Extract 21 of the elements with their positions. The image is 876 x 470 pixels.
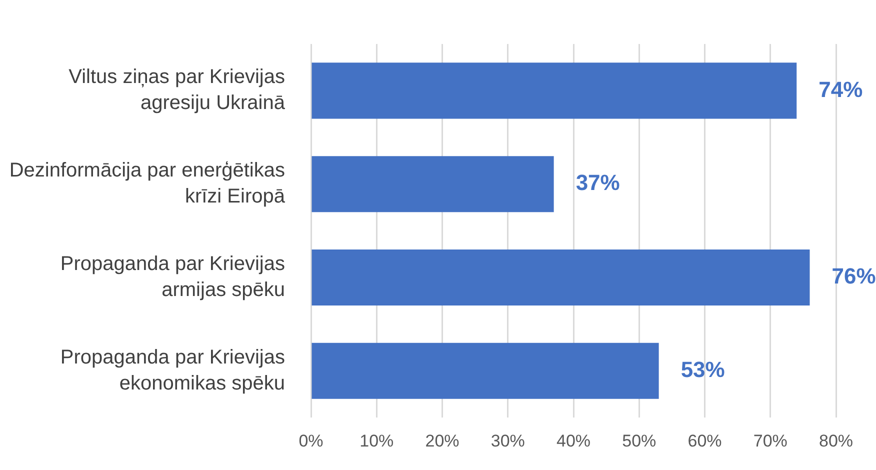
x-tick-label: 40% xyxy=(556,431,591,450)
y-tick-label: Propaganda par Krievijas armijas spēku xyxy=(60,253,285,302)
x-tick-label: 10% xyxy=(360,431,394,450)
x-tick-label: 30% xyxy=(490,431,525,450)
bar xyxy=(312,249,810,306)
x-tick-label: 50% xyxy=(622,431,656,450)
data-label: 76% xyxy=(832,264,876,289)
x-tick-label: 0% xyxy=(298,431,324,450)
data-label: 37% xyxy=(576,170,620,196)
x-tick-label: 20% xyxy=(425,431,460,450)
x-tick-label: 60% xyxy=(688,431,722,450)
x-tick-label: 80% xyxy=(818,431,854,450)
x-tick-label: 70% xyxy=(753,431,788,450)
data-label: 74% xyxy=(818,76,863,102)
y-tick-label: Dezinformācija par enerģētikas krīzi Eiropā xyxy=(9,160,286,208)
bar xyxy=(312,342,659,399)
y-tick-label: Viltus ziņas par Krievijas agresiju Ukrainā xyxy=(68,66,286,114)
bar xyxy=(312,62,797,119)
bar xyxy=(312,156,554,212)
y-tick-label: Propaganda par Krievijas ekonomikas spēku xyxy=(60,346,285,394)
data-label: 53% xyxy=(680,356,725,382)
